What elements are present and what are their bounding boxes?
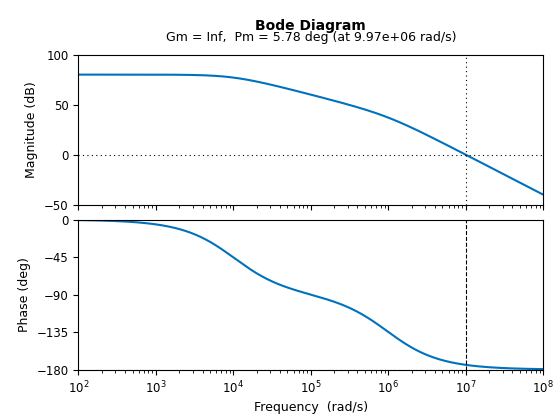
L bbox=[253, 270, 259, 276]
X-axis label: Frequency  (rad/s): Frequency (rad/s) bbox=[254, 402, 368, 415]
L bbox=[422, 131, 428, 136]
L bbox=[354, 309, 361, 314]
L bbox=[160, 72, 166, 77]
L bbox=[75, 72, 82, 77]
Y-axis label: Magnitude (dB): Magnitude (dB) bbox=[26, 81, 39, 178]
Line: L: L bbox=[78, 220, 543, 369]
L bbox=[253, 79, 259, 84]
L bbox=[160, 223, 166, 228]
L bbox=[354, 105, 361, 110]
L bbox=[540, 367, 547, 372]
Line: L: L bbox=[78, 75, 543, 194]
Y-axis label: Phase (deg): Phase (deg) bbox=[18, 257, 31, 332]
L bbox=[422, 352, 428, 357]
Text: Bode Diagram: Bode Diagram bbox=[255, 19, 366, 33]
L bbox=[377, 112, 384, 117]
Text: Gm = Inf,  Pm = 5.78 deg (at 9.97e+06 rad/s): Gm = Inf, Pm = 5.78 deg (at 9.97e+06 rad… bbox=[166, 32, 456, 45]
L bbox=[75, 218, 82, 223]
L bbox=[457, 150, 464, 155]
L bbox=[457, 362, 464, 367]
L bbox=[377, 324, 384, 329]
L bbox=[540, 192, 547, 197]
